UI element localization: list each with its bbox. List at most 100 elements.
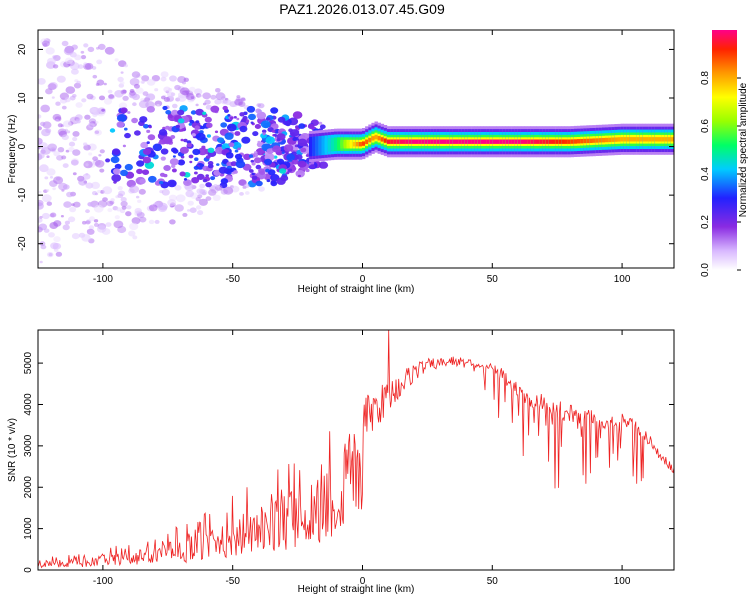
- spectrogram-blob: [75, 102, 83, 108]
- spectrogram-ridge-cell: [505, 139, 509, 144]
- spectrogram-blob: [139, 216, 147, 223]
- spectrogram-blob: [55, 101, 61, 106]
- spectrogram-ridge-cell: [461, 139, 466, 144]
- spectrogram-ridge-cell: [633, 137, 637, 142]
- spectrogram-blob: [71, 68, 79, 75]
- spectrogram-ridge-cell: [399, 139, 403, 144]
- spectrogram-y-ticks: -20 -10 0 10 20: [17, 43, 674, 251]
- spectrogram-blob: [103, 82, 107, 86]
- spectrogram-ridge-cell: [467, 139, 472, 144]
- spectrogram-blob: [206, 122, 213, 128]
- spectrogram-ridge-cell: [309, 144, 313, 149]
- snr-y-tick-label: 2000: [23, 476, 34, 499]
- spectrogram-ridge-cell: [421, 139, 425, 144]
- spectrogram-blob: [38, 202, 44, 210]
- spectrogram-ridge-cell: [443, 139, 447, 144]
- spectrogram-blob: [152, 143, 163, 152]
- spectrogram-blob: [175, 124, 180, 129]
- spectrogram-blob: [78, 178, 87, 186]
- spectrogram-ridge-cell: [374, 134, 378, 140]
- spectrogram-blob: [204, 99, 211, 105]
- spectrogram-blob: [258, 168, 265, 174]
- spectrogram-blob: [57, 147, 65, 153]
- spectrogram-blob: [202, 178, 208, 183]
- spectrogram-blob: [142, 148, 152, 155]
- spectrogram-blob: [156, 104, 160, 107]
- spectrogram-ridge-cell: [601, 138, 606, 143]
- spectrogram-blob: [84, 62, 94, 70]
- spectrogram-blob: [171, 168, 177, 173]
- spectrogram-blob: [305, 168, 310, 173]
- spectrogram-ridge-cell: [346, 142, 350, 147]
- spectrogram-blob: [87, 229, 91, 232]
- spectrogram-blob: [70, 62, 80, 70]
- spectrogram-ridge-cell: [577, 139, 581, 144]
- spectrogram-blob: [38, 223, 48, 231]
- spectrogram-blob: [195, 103, 199, 107]
- spectrogram-ridge-cell: [480, 139, 484, 144]
- spectrogram-blob: [42, 212, 50, 220]
- snr-x-tick-label: -100: [93, 576, 113, 587]
- spectrogram-blob: [111, 174, 122, 182]
- spectrogram-blob: [210, 176, 216, 181]
- spectrogram-blob: [71, 44, 78, 50]
- spectrogram-ridge-cell: [334, 142, 338, 147]
- spectrogram-blob: [169, 75, 177, 82]
- spectrogram-ridge-cell: [393, 139, 397, 144]
- spectrogram-blob: [255, 108, 262, 114]
- spectrogram-blob: [39, 215, 43, 219]
- spectrogram-blob: [262, 132, 266, 136]
- spectrogram-blob: [261, 129, 267, 134]
- spectrogram-x-label: Height of straight line (km): [298, 284, 415, 295]
- spectrogram-ridge-cell: [583, 138, 587, 144]
- spectrogram-blob: [214, 130, 219, 134]
- spectrogram-ridge-cell: [623, 137, 628, 142]
- spectrogram-blob: [62, 163, 69, 169]
- spectrogram-blob: [47, 83, 57, 91]
- spectrogram-ridge-cell: [499, 139, 503, 144]
- spectrogram-blob: [183, 178, 188, 181]
- spectrogram-blob: [49, 176, 54, 179]
- spectrogram-ridge-cell: [552, 139, 556, 144]
- spectrogram-ridge-cell: [405, 139, 409, 144]
- spectrogram-blob: [190, 110, 197, 115]
- spectrogram-blob: [295, 125, 300, 129]
- spectrogram-blob: [309, 164, 316, 169]
- spectrogram-blob: [233, 170, 238, 174]
- spectrogram-blob: [187, 209, 191, 212]
- spectrogram-blob: [230, 161, 237, 167]
- spectrogram-blob: [94, 130, 100, 134]
- spectrogram-blob: [38, 78, 46, 85]
- spectrogram-ridge-cell: [380, 137, 385, 142]
- spectrogram-blob: [48, 232, 55, 238]
- spectrogram-blob: [154, 88, 159, 92]
- spectrogram-ridge-cell: [595, 138, 600, 143]
- spectrogram-blob: [129, 185, 140, 194]
- spectrogram-y-label: Frequency (Hz): [7, 115, 18, 184]
- spectrogram-blob: [93, 222, 99, 227]
- spectrogram-blob: [57, 123, 63, 128]
- spectrogram-ridge-cell: [449, 139, 453, 144]
- spectrogram-ridge-cell: [524, 139, 528, 144]
- spectrogram-blob: [198, 94, 203, 98]
- spectrogram-blob: [186, 143, 192, 148]
- spectrogram-blob: [267, 169, 276, 176]
- spectrogram-blob: [39, 164, 49, 173]
- spectrogram-blob: [189, 160, 193, 164]
- spectrogram-y-tick-label: 20: [17, 43, 28, 55]
- spectrogram-blob: [38, 137, 43, 145]
- spectrogram-ridge-cell: [396, 139, 400, 144]
- spectrogram-y-tick-label: -20: [17, 236, 28, 251]
- spectrogram-ridge-cell: [670, 137, 674, 142]
- spectrogram-blob: [318, 121, 323, 125]
- spectrogram-blob: [38, 190, 42, 194]
- spectrogram-blob: [81, 234, 91, 242]
- spectrogram-blob: [52, 55, 57, 59]
- spectrogram-blob: [87, 46, 95, 53]
- spectrogram-blob: [120, 169, 128, 177]
- spectrogram-blob: [250, 159, 255, 163]
- spectrogram-ridge-cell: [315, 143, 319, 149]
- spectrogram-blob: [138, 100, 149, 109]
- spectrogram-blob: [292, 111, 303, 119]
- spectrogram-ridge-cell: [570, 139, 575, 144]
